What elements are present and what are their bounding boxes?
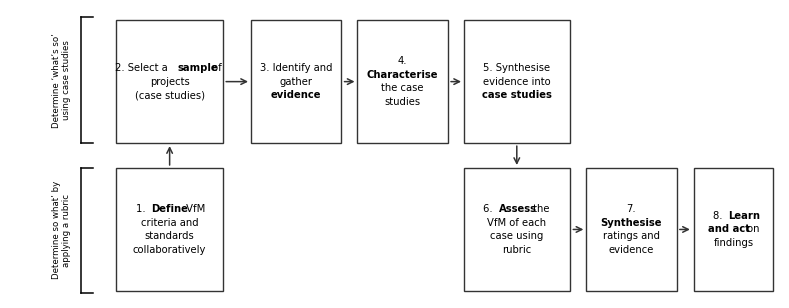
Text: Synthesise: Synthesise — [600, 218, 662, 228]
Bar — [117, 168, 222, 291]
Text: rubric: rubric — [502, 245, 532, 255]
Text: criteria and: criteria and — [140, 218, 199, 228]
Text: and act: and act — [708, 225, 750, 234]
Text: findings: findings — [714, 238, 753, 248]
Text: 5. Synthesise: 5. Synthesise — [483, 63, 551, 73]
Text: Define: Define — [151, 204, 189, 214]
Bar — [464, 20, 570, 143]
Text: 1.: 1. — [136, 204, 148, 214]
Bar — [464, 168, 570, 291]
Text: gather: gather — [279, 77, 312, 87]
Text: 6.: 6. — [483, 204, 495, 214]
Text: evidence: evidence — [608, 245, 654, 255]
Text: projects: projects — [150, 77, 189, 87]
Bar — [117, 20, 222, 143]
Text: evidence into: evidence into — [483, 77, 551, 87]
Text: 7.: 7. — [626, 204, 636, 214]
Text: ratings and: ratings and — [603, 231, 660, 241]
Text: 4.: 4. — [398, 56, 407, 66]
Text: studies: studies — [384, 97, 421, 107]
Text: the case: the case — [381, 83, 424, 93]
Text: of: of — [208, 63, 222, 73]
Text: VfM: VfM — [182, 204, 205, 214]
Text: Determine so what’ by
applying a rubric: Determine so what’ by applying a rubric — [52, 181, 71, 279]
Text: 3. Identify and: 3. Identify and — [260, 63, 332, 73]
Text: 2. Select a: 2. Select a — [115, 63, 171, 73]
Text: Learn: Learn — [728, 211, 761, 221]
Bar — [694, 168, 773, 291]
Text: case studies: case studies — [482, 90, 552, 100]
Text: standards: standards — [144, 231, 195, 241]
Text: evidence: evidence — [271, 90, 321, 100]
Bar — [357, 20, 448, 143]
Text: Assess: Assess — [499, 204, 537, 214]
Text: sample: sample — [178, 63, 218, 73]
Text: collaboratively: collaboratively — [133, 245, 206, 255]
Text: VfM of each: VfM of each — [488, 218, 546, 228]
Text: on: on — [744, 225, 760, 234]
Text: Characterise: Characterise — [367, 70, 438, 80]
Text: 8.: 8. — [713, 211, 726, 221]
Bar — [585, 168, 676, 291]
Text: (case studies): (case studies) — [135, 90, 204, 100]
Text: case using: case using — [490, 231, 544, 241]
Text: the: the — [529, 204, 549, 214]
Text: Determine ‘what’s so’
using case studies: Determine ‘what’s so’ using case studies — [52, 33, 71, 128]
Bar — [250, 20, 341, 143]
